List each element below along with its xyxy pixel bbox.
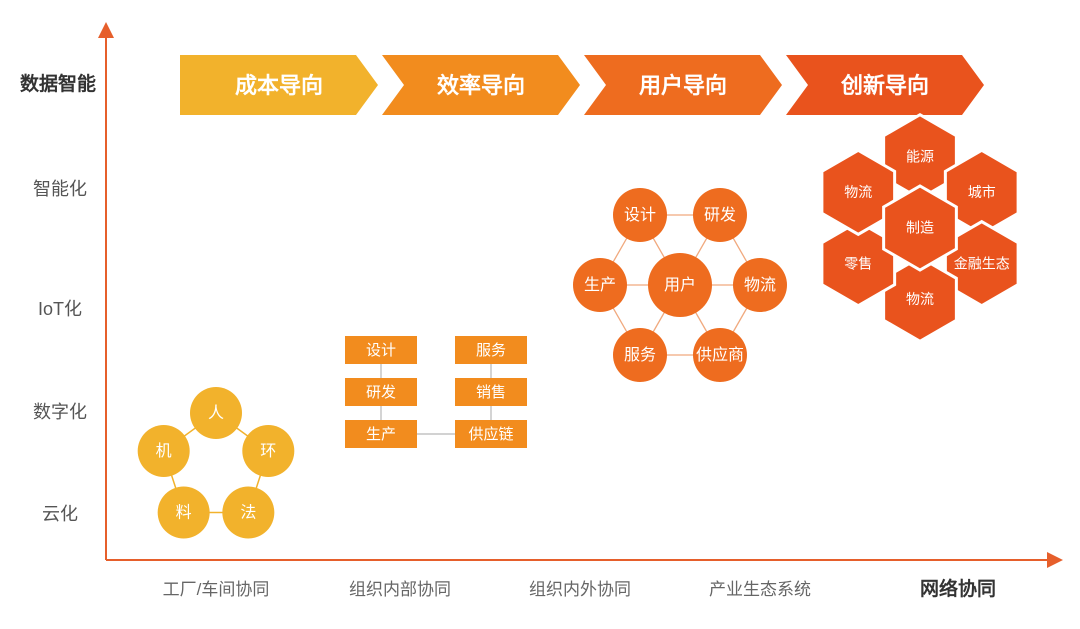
honeycomb-label: 物流 bbox=[906, 291, 934, 307]
pentagon-node-label: 环 bbox=[260, 443, 276, 460]
x-axis-label: 工厂/车间协同 bbox=[163, 580, 270, 599]
hub-node-label: 研发 bbox=[704, 206, 736, 224]
honeycomb: 能源城市金融生态物流零售物流制造 bbox=[822, 115, 1018, 342]
chevron-label: 用户导向 bbox=[639, 73, 727, 98]
flow-box-label: 生产 bbox=[366, 426, 396, 443]
y-axis-title: 数据智能 bbox=[20, 72, 96, 95]
pentagon-node-label: 人 bbox=[208, 404, 224, 422]
hub-center-label: 用户 bbox=[664, 276, 696, 294]
flow-box-label: 服务 bbox=[476, 342, 506, 359]
flow-box-label: 销售 bbox=[476, 384, 506, 401]
hub-node-label: 设计 bbox=[624, 206, 656, 224]
hub-network: 设计 研发物流供应商 服务 生产 用户 bbox=[573, 188, 787, 382]
pentagon-node-label: 料 bbox=[176, 504, 192, 522]
y-axis-label: 数字化 bbox=[33, 402, 87, 422]
chevron-label: 创新导向 bbox=[840, 73, 929, 98]
hub-node-label: 供应商 bbox=[696, 345, 744, 364]
honeycomb-center-label: 制造 bbox=[906, 220, 934, 236]
hub-node-label: 生产 bbox=[584, 276, 616, 294]
x-axis-label: 组织内外协同 bbox=[529, 580, 631, 599]
honeycomb-label: 能源 bbox=[906, 148, 934, 164]
flow-box-label: 研发 bbox=[366, 384, 396, 401]
pentagon-cluster: 人环法 料 机 bbox=[138, 387, 295, 538]
chevron-label: 成本导向 bbox=[235, 73, 323, 98]
honeycomb-label: 城市 bbox=[968, 184, 996, 200]
x-axis-label: 产业生态系统 bbox=[709, 580, 811, 599]
x-axis-title: 网络协同 bbox=[920, 577, 996, 600]
honeycomb-label: 金融生态 bbox=[954, 255, 1010, 271]
flow-box-label: 设计 bbox=[366, 342, 396, 359]
y-axis-label: IoT化 bbox=[38, 299, 82, 319]
pentagon-node-label: 法 bbox=[240, 504, 256, 522]
flow-box-label: 供应链 bbox=[468, 425, 513, 443]
y-axis-label: 云化 bbox=[42, 504, 78, 524]
honeycomb-label: 零售 bbox=[844, 255, 872, 271]
hub-node-label: 物流 bbox=[744, 276, 776, 294]
honeycomb-label: 物流 bbox=[844, 184, 872, 200]
diagram-stage: 数据智能网络协同 智能化 IoT化数字化云化工厂/车间协同 组织内部协同 组织内外协同 产… bbox=[0, 0, 1080, 629]
pentagon-node-label: 机 bbox=[156, 442, 172, 460]
flow-grid: 设计研发生产 服务销售供应链 bbox=[345, 336, 527, 448]
x-axis-label: 组织内部协同 bbox=[349, 580, 451, 599]
hub-node-label: 服务 bbox=[624, 346, 656, 364]
y-axis-label: 智能化 bbox=[33, 179, 87, 199]
chevron-label: 效率导向 bbox=[437, 73, 525, 98]
